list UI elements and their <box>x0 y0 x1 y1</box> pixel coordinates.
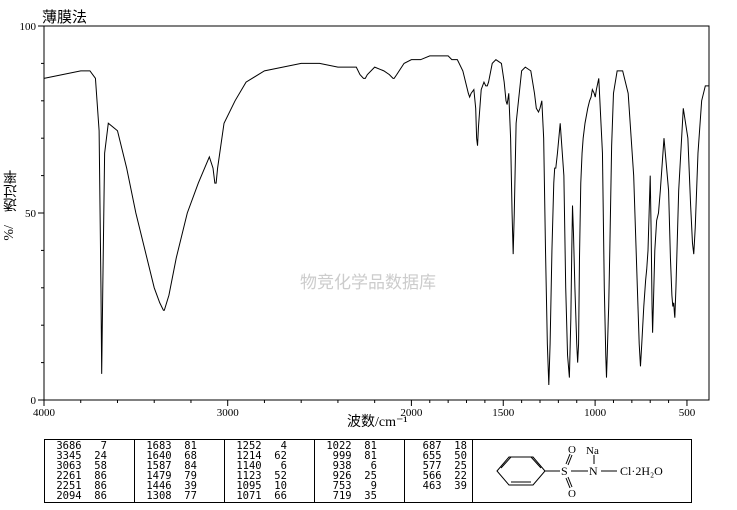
svg-text:S: S <box>561 464 568 478</box>
svg-text:N: N <box>589 464 598 478</box>
svg-text:1500: 1500 <box>492 407 515 419</box>
svg-text:Na: Na <box>586 445 599 457</box>
peaks-col-4: 687 18 655 50 577 25 566 22 463 39 <box>405 440 473 502</box>
svg-text:500: 500 <box>679 407 696 419</box>
svg-text:O: O <box>568 488 576 500</box>
svg-text:O: O <box>568 444 576 456</box>
svg-text:4000: 4000 <box>33 407 56 419</box>
svg-text:3000: 3000 <box>217 407 240 419</box>
peaks-col-0: 3686 7 3345 24 3063 58 2261 86 2251 86 2… <box>45 440 135 502</box>
chemical-structure: S O O N Na Cl·2H₂O <box>477 442 687 500</box>
peaks-col-3: 1022 81 999 81 938 6 926 25 753 9 719 35 <box>315 440 405 502</box>
svg-text:2000: 2000 <box>400 407 423 419</box>
svg-text:1000: 1000 <box>584 407 607 419</box>
svg-text:0: 0 <box>31 395 37 407</box>
peaks-table: 3686 7 3345 24 3063 58 2261 86 2251 86 2… <box>44 439 692 503</box>
ir-spectrum-chart: 4000 3000 2000 1500 1000 500 0 50 100 <box>0 0 737 435</box>
peaks-col-2: 1252 4 1214 62 1140 6 1123 52 1095 10 10… <box>225 440 315 502</box>
svg-text:100: 100 <box>20 21 37 33</box>
svg-text:Cl·2H₂O: Cl·2H₂O <box>620 464 663 478</box>
structure-cell: S O O N Na Cl·2H₂O <box>473 440 691 502</box>
peaks-col-1: 1683 81 1640 68 1587 84 1479 79 1446 39 … <box>135 440 225 502</box>
svg-text:50: 50 <box>25 208 37 220</box>
